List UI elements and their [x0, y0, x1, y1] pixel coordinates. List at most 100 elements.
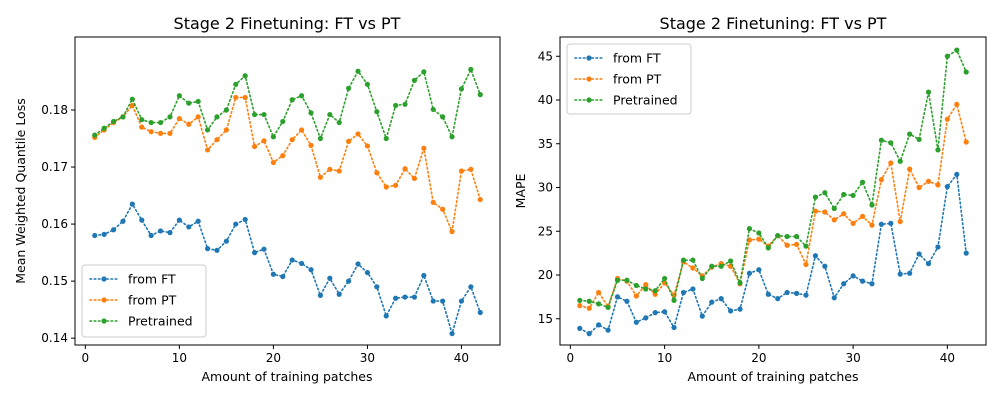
legend-swatch-marker: [586, 55, 592, 61]
data-point: [186, 121, 192, 127]
data-point: [699, 275, 705, 282]
data-point: [92, 232, 98, 239]
data-point: [204, 127, 211, 133]
data-point: [402, 166, 408, 172]
data-point: [242, 94, 248, 101]
data-point: [383, 135, 389, 142]
data-point: [944, 116, 950, 122]
data-point: [317, 174, 324, 180]
data-point: [624, 298, 630, 304]
data-point: [355, 68, 361, 74]
data-point: [176, 93, 182, 99]
y-tick-label: 20: [538, 268, 553, 282]
x-tick-label: 20: [751, 351, 766, 365]
data-point: [186, 100, 192, 106]
data-point: [261, 138, 267, 144]
data-point: [327, 275, 333, 281]
data-point: [775, 296, 781, 302]
data-point: [148, 119, 154, 126]
legend-swatch-marker: [101, 318, 107, 324]
data-point: [897, 158, 903, 164]
data-point: [449, 134, 455, 140]
data-point: [308, 267, 314, 273]
data-point: [841, 281, 847, 287]
data-point: [270, 271, 276, 277]
data-point: [176, 115, 182, 122]
data-point: [148, 129, 154, 135]
data-point: [458, 168, 465, 174]
data-point: [793, 233, 800, 240]
data-point: [364, 269, 371, 276]
data-point: [850, 220, 856, 226]
data-point: [746, 226, 753, 232]
data-point: [440, 206, 446, 212]
y-tick-label: 0.16: [41, 217, 68, 231]
series-from-pt: [92, 94, 483, 235]
data-point: [336, 291, 342, 297]
data-point: [458, 298, 465, 304]
data-point: [586, 298, 592, 304]
data-point: [374, 109, 380, 115]
data-point: [944, 184, 950, 190]
data-point: [458, 86, 465, 92]
legend-swatch-marker: [101, 276, 107, 282]
data-point: [167, 114, 173, 120]
legend-box: [81, 264, 207, 338]
data-point: [756, 267, 762, 273]
x-tick-label: 30: [845, 351, 860, 365]
data-point: [605, 304, 611, 310]
data-point: [195, 98, 201, 105]
data-point: [878, 137, 884, 143]
data-point: [223, 238, 229, 244]
data-point: [577, 303, 583, 309]
data-point: [299, 127, 305, 133]
data-point: [596, 322, 602, 328]
data-point: [468, 66, 474, 73]
data-point: [411, 294, 418, 300]
data-point: [411, 77, 418, 83]
data-point: [157, 228, 164, 234]
data-point: [176, 217, 182, 223]
data-point: [878, 177, 884, 183]
data-point: [383, 184, 389, 190]
data-point: [756, 236, 762, 242]
legend: from FT from PT Pretrained: [81, 264, 207, 338]
legend-swatch-marker: [101, 297, 107, 303]
data-point: [746, 270, 753, 276]
data-point: [101, 125, 107, 131]
data-point: [129, 102, 135, 109]
data-point: [586, 331, 592, 337]
data-point: [793, 241, 800, 247]
data-point: [110, 118, 117, 125]
data-point: [916, 136, 922, 142]
data-point: [468, 166, 474, 172]
data-point: [633, 282, 639, 289]
legend-label: from FT: [128, 272, 176, 287]
data-point: [859, 278, 866, 284]
data-point: [195, 218, 201, 224]
legend-box: [566, 43, 692, 115]
data-point: [699, 313, 705, 319]
data-point: [214, 247, 220, 253]
data-point: [803, 261, 809, 268]
data-point: [233, 94, 239, 101]
data-point: [346, 278, 352, 284]
data-point: [822, 263, 828, 269]
data-point: [449, 330, 455, 337]
data-point: [280, 273, 286, 280]
data-point: [289, 257, 295, 263]
data-point: [421, 145, 427, 151]
data-point: [662, 309, 668, 315]
data-point: [233, 221, 239, 227]
data-point: [841, 211, 847, 217]
data-point: [139, 217, 145, 223]
y-tick-label: 35: [538, 137, 553, 151]
y-axis-ticks: 0.14 0.15 0.16 0.17 0.18: [41, 103, 75, 345]
y-axis-label: MAPE: [513, 174, 528, 209]
data-point: [907, 270, 913, 276]
data-point: [383, 313, 389, 319]
data-point: [935, 182, 941, 188]
series-pretrained: [577, 47, 969, 310]
y-tick-label: 0.15: [41, 274, 68, 288]
data-point: [718, 296, 724, 302]
